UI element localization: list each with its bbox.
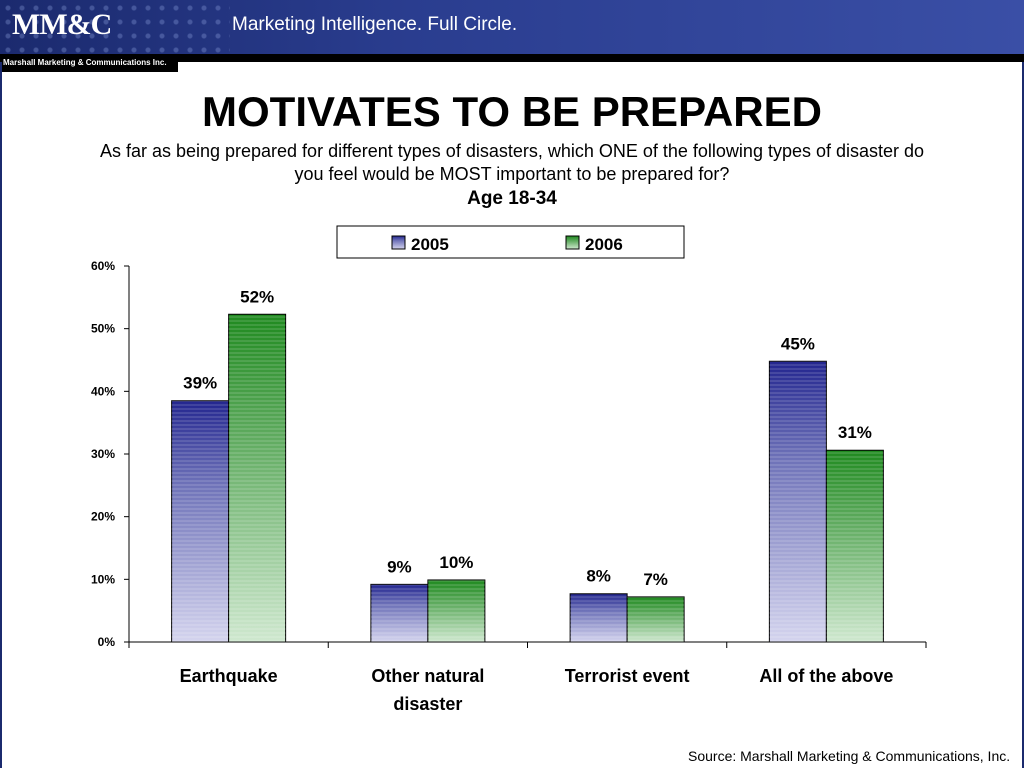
header-banner: MM&C Marketing Intelligence. Full Circle… (0, 0, 1024, 54)
data-label-2005-2: 8% (586, 567, 611, 586)
slide-frame-right (1022, 62, 1024, 768)
header-underline (0, 54, 1024, 62)
slide-frame-left (0, 62, 2, 768)
legend-swatch-2006 (565, 235, 580, 250)
y-tick-label: 10% (91, 572, 115, 586)
x-category-label: All of the above (759, 666, 893, 686)
bar-chart: 2005 2006 0% 10% 20% 30% 40% 50% 60% Earthquake O… (91, 225, 927, 714)
bar-texture-2006-3 (826, 450, 884, 642)
y-tick-label: 60% (91, 259, 115, 273)
data-label-2005-0: 39% (183, 374, 217, 393)
data-label-2006-1: 10% (439, 553, 473, 572)
bar-texture-2005-1 (370, 584, 428, 642)
bar-texture-2006-0 (228, 314, 286, 642)
legend-swatch-2005 (391, 235, 406, 250)
legend-label-2005: 2005 (411, 235, 449, 254)
bar-texture-2005-2 (570, 593, 628, 642)
legend-label-2006: 2006 (585, 235, 623, 254)
data-label-2006-3: 31% (838, 423, 872, 442)
slide-title: MOTIVATES TO BE PREPARED (202, 88, 822, 135)
survey-question: As far as being prepared for different t… (99, 141, 925, 184)
y-tick-label: 20% (91, 510, 115, 524)
company-name: Marshall Marketing & Communications Inc. (3, 58, 167, 67)
legend-box (336, 225, 685, 259)
header-tagline: Marketing Intelligence. Full Circle. (232, 14, 518, 35)
data-label-2005-1: 9% (387, 557, 412, 576)
x-category-label: Other natural (371, 666, 484, 686)
data-label-2006-2: 7% (643, 570, 668, 589)
y-tick-label: 40% (91, 384, 115, 398)
logo: MM&C (12, 8, 112, 41)
source-note: Source: Marshall Marketing & Communicati… (688, 748, 1011, 764)
company-tab (0, 54, 178, 72)
bar-texture-2005-3 (769, 361, 827, 642)
y-tick-label: 50% (91, 322, 115, 336)
bar-texture-2005-0 (171, 400, 229, 642)
header-dot-pattern (0, 0, 230, 54)
x-category-label: Terrorist event (565, 666, 690, 686)
bar-texture-2006-2 (627, 596, 685, 642)
bar-texture-2006-1 (427, 579, 485, 642)
data-label-2006-0: 52% (240, 287, 274, 306)
x-category-label: Earthquake (180, 666, 278, 686)
age-group-subtitle: Age 18-34 (467, 188, 557, 209)
y-tick-label: 0% (98, 635, 116, 649)
y-tick-label: 30% (91, 447, 115, 461)
data-label-2005-3: 45% (781, 334, 815, 353)
x-category-label: disaster (393, 694, 462, 714)
